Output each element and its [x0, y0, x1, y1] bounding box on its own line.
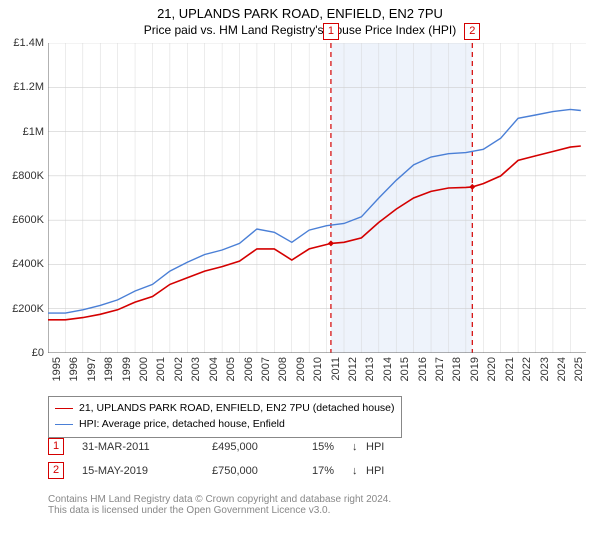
legend-row: HPI: Average price, detached house, Enfi…	[55, 417, 395, 433]
legend-text: HPI: Average price, detached house, Enfi…	[79, 417, 285, 433]
down-arrow-icon: ↓	[352, 465, 366, 477]
x-tick-label: 1996	[68, 357, 80, 381]
sale-row: 1 31-MAR-2011£495,00015%↓HPI	[48, 438, 396, 455]
x-tick-label: 2007	[260, 357, 272, 381]
x-tick-label: 2024	[556, 357, 568, 381]
sale-pct: 17%	[312, 465, 352, 477]
x-tick-label: 2019	[469, 357, 481, 381]
chart-subtitle: Price paid vs. HM Land Registry's House …	[0, 21, 600, 37]
down-arrow-icon: ↓	[352, 441, 366, 453]
x-tick-label: 2023	[539, 357, 551, 381]
x-tick-label: 2018	[451, 357, 463, 381]
footnotes: Contains HM Land Registry data © Crown c…	[48, 494, 391, 516]
chart-title: 21, UPLANDS PARK ROAD, ENFIELD, EN2 7PU	[0, 6, 600, 21]
y-tick-label: £200K	[0, 303, 44, 315]
x-tick-label: 2006	[243, 357, 255, 381]
sale-vs: HPI	[366, 441, 396, 453]
y-tick-label: £0	[0, 347, 44, 359]
x-tick-label: 2008	[277, 357, 289, 381]
x-tick-label: 2017	[434, 357, 446, 381]
x-tick-label: 2014	[382, 357, 394, 381]
sale-row: 2 15-MAY-2019£750,00017%↓HPI	[48, 462, 396, 479]
footnote-line-2: This data is licensed under the Open Gov…	[48, 505, 391, 516]
x-tick-label: 2020	[486, 357, 498, 381]
x-tick-label: 2021	[504, 357, 516, 381]
sale-vs: HPI	[366, 465, 396, 477]
chart-marker: 2	[464, 23, 480, 40]
sale-date: 15-MAY-2019	[82, 465, 212, 477]
x-tick-label: 1995	[51, 357, 63, 381]
y-tick-label: £600K	[0, 214, 44, 226]
x-tick-label: 1997	[86, 357, 98, 381]
sale-price: £750,000	[212, 465, 312, 477]
x-tick-label: 2000	[138, 357, 150, 381]
x-tick-label: 2011	[330, 357, 342, 381]
y-tick-label: £800K	[0, 170, 44, 182]
x-tick-label: 2005	[225, 357, 237, 381]
sale-pct: 15%	[312, 441, 352, 453]
x-tick-label: 2012	[347, 357, 359, 381]
x-tick-label: 2002	[173, 357, 185, 381]
x-tick-label: 2013	[364, 357, 376, 381]
sale-price: £495,000	[212, 441, 312, 453]
y-tick-label: £1M	[0, 126, 44, 138]
sale-marker: 2	[48, 462, 64, 479]
x-tick-label: 2004	[208, 357, 220, 381]
x-tick-label: 2016	[417, 357, 429, 381]
x-tick-label: 2025	[573, 357, 585, 381]
x-tick-label: 2015	[399, 357, 411, 381]
x-tick-label: 2003	[190, 357, 202, 381]
x-tick-label: 2001	[155, 357, 167, 381]
x-tick-label: 1999	[121, 357, 133, 381]
x-tick-label: 1998	[103, 357, 115, 381]
chart-svg	[48, 43, 586, 353]
legend-swatch	[55, 424, 73, 425]
sale-marker: 1	[48, 438, 64, 455]
sale-date: 31-MAR-2011	[82, 441, 212, 453]
legend-row: 21, UPLANDS PARK ROAD, ENFIELD, EN2 7PU …	[55, 401, 395, 417]
chart-title-block: 21, UPLANDS PARK ROAD, ENFIELD, EN2 7PU …	[0, 0, 600, 37]
legend-text: 21, UPLANDS PARK ROAD, ENFIELD, EN2 7PU …	[79, 401, 395, 417]
y-tick-label: £1.4M	[0, 37, 44, 49]
legend: 21, UPLANDS PARK ROAD, ENFIELD, EN2 7PU …	[48, 396, 402, 438]
x-tick-label: 2022	[521, 357, 533, 381]
y-tick-label: £1.2M	[0, 81, 44, 93]
x-tick-label: 2010	[312, 357, 324, 381]
chart-marker: 1	[323, 23, 339, 40]
y-tick-label: £400K	[0, 258, 44, 270]
footnote-line-1: Contains HM Land Registry data © Crown c…	[48, 494, 391, 505]
legend-swatch	[55, 408, 73, 409]
x-tick-label: 2009	[295, 357, 307, 381]
